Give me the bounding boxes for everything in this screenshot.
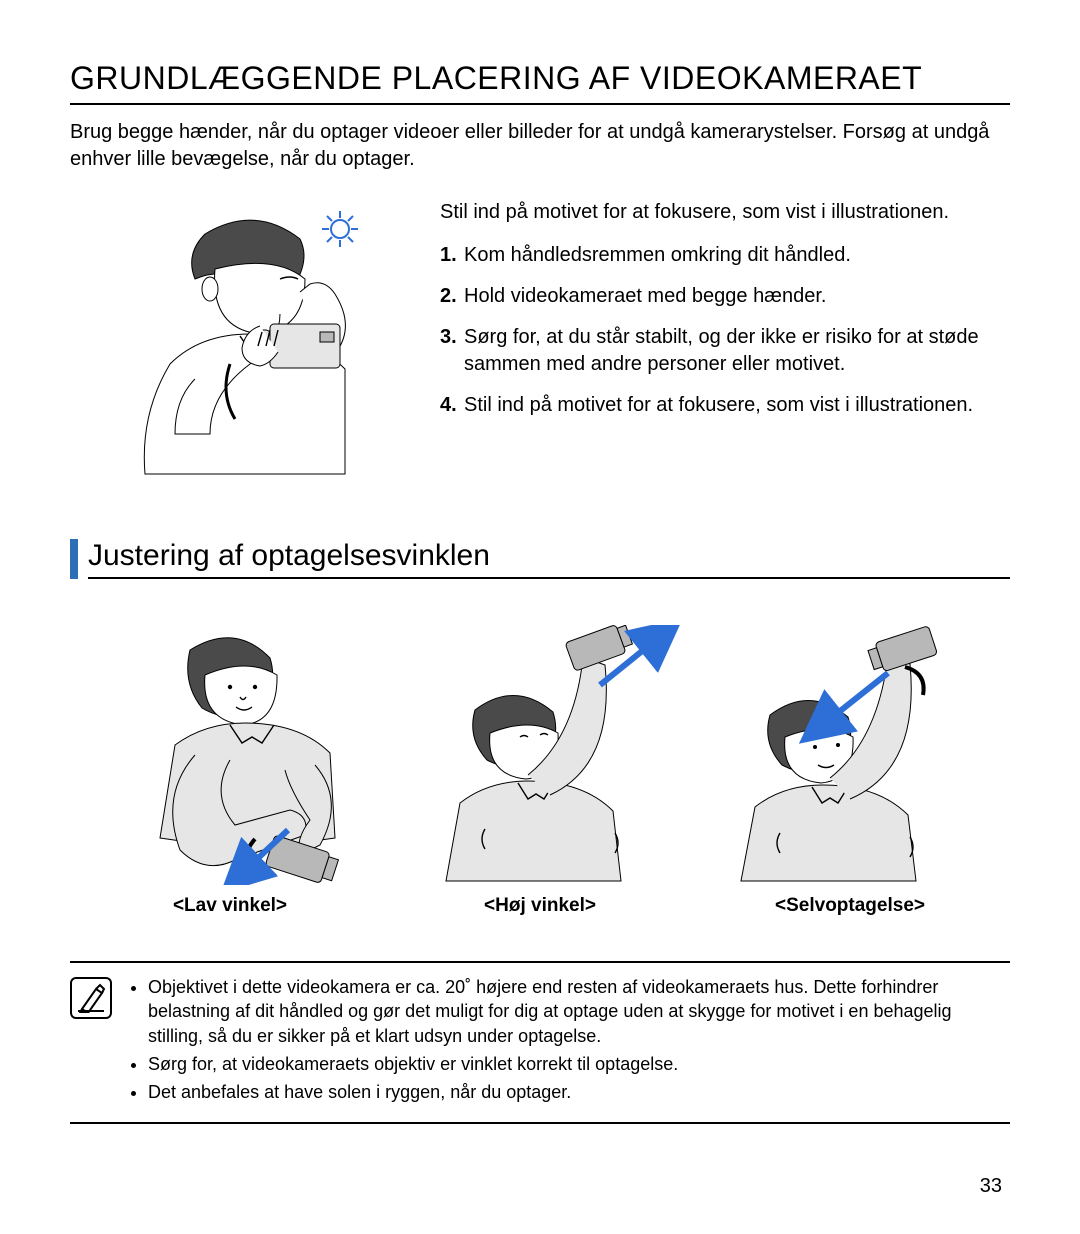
angle-caption: <Selvoptagelse> — [700, 895, 1000, 917]
figure-high-angle — [390, 625, 690, 885]
step-number: 1. — [440, 242, 464, 269]
instructions: Stil ind på motivet for at fokusere, som… — [440, 199, 1010, 489]
step-number: 2. — [440, 283, 464, 310]
step-text: Stil ind på motivet for at fokusere, som… — [464, 392, 1010, 419]
step-item: 1.Kom håndledsremmen omkring dit håndled… — [440, 242, 1010, 269]
figure-hold-camera — [70, 199, 400, 489]
page-number: 33 — [980, 1175, 1002, 1198]
instructions-lead: Stil ind på motivet for at fokusere, som… — [440, 199, 1010, 226]
step-text: Hold videokameraet med begge hænder. — [464, 283, 1010, 310]
page-title: GRUNDLÆGGENDE PLACERING AF VIDEOKAMERAET — [70, 60, 1010, 105]
step-number: 4. — [440, 392, 464, 419]
step-item: 3.Sørg for, at du står stabilt, og der i… — [440, 324, 1010, 378]
note-item: Det anbefales at have solen i ryggen, nå… — [148, 1080, 1010, 1104]
step-item: 4.Stil ind på motivet for at fokusere, s… — [440, 392, 1010, 419]
intro-text: Brug begge hænder, når du optager videoe… — [70, 119, 1010, 173]
angle-caption: <Høj vinkel> — [390, 895, 690, 917]
steps-list: 1.Kom håndledsremmen omkring dit håndled… — [440, 242, 1010, 419]
angle-low: <Lav vinkel> — [80, 625, 380, 917]
step-text: Sørg for, at du står stabilt, og der ikk… — [464, 324, 1010, 378]
notes: Objektivet i dette videokamera er ca. 20… — [128, 975, 1010, 1108]
section-heading: Justering af optagelsesvinklen — [70, 539, 1010, 579]
manual-page: GRUNDLÆGGENDE PLACERING AF VIDEOKAMERAET… — [0, 0, 1080, 1234]
heading-accent-bar — [70, 539, 78, 579]
angle-caption: <Lav vinkel> — [80, 895, 380, 917]
figure-low-angle — [80, 625, 380, 885]
step-item: 2.Hold videokameraet med begge hænder. — [440, 283, 1010, 310]
figure-self-angle — [700, 625, 1000, 885]
angle-high: <Høj vinkel> — [390, 625, 690, 917]
subheading: Justering af optagelsesvinklen — [88, 539, 1010, 579]
note-icon — [70, 977, 112, 1019]
angles-row: <Lav vinkel> — [70, 625, 1010, 917]
intro-row: Stil ind på motivet for at fokusere, som… — [70, 199, 1010, 489]
note-box: Objektivet i dette videokamera er ca. 20… — [70, 961, 1010, 1124]
angle-self: <Selvoptagelse> — [700, 625, 1000, 917]
step-number: 3. — [440, 324, 464, 378]
step-text: Kom håndledsremmen omkring dit håndled. — [464, 242, 1010, 269]
note-item: Sørg for, at videokameraets objektiv er … — [148, 1052, 1010, 1076]
note-item: Objektivet i dette videokamera er ca. 20… — [148, 975, 1010, 1048]
